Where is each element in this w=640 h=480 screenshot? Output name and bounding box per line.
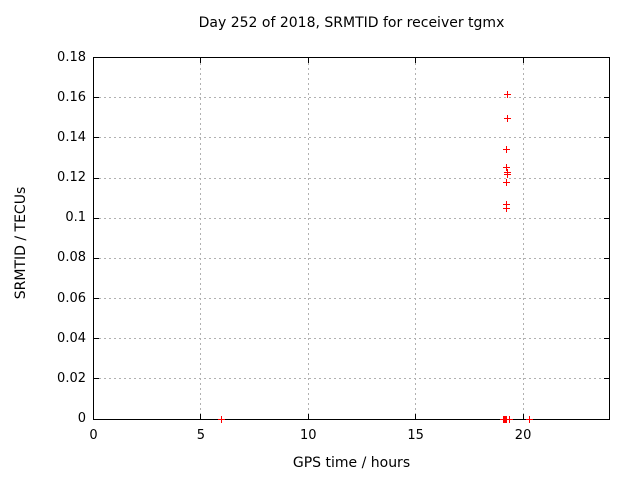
y-axis-tick [94,298,99,299]
y-tick-label: 0.12 [57,170,86,185]
gridline-horizontal [94,217,609,219]
data-point-marker [503,168,511,176]
data-point-marker [218,415,226,423]
y-axis-tick-mirror [603,418,609,420]
x-axis-tick-mirror [200,58,202,63]
data-point-marker [503,164,511,172]
x-axis-tick-mirror [415,58,417,63]
y-tick-label: 0.02 [57,370,86,386]
y-tick-label: 0.04 [57,330,86,346]
y-axis-tick [94,378,99,380]
plot-frame [93,57,610,420]
y-axis-tick [94,338,99,340]
gridline-vertical [200,58,202,419]
y-axis-tick [94,257,99,259]
gridline-horizontal [94,177,609,179]
gridline-horizontal [94,378,609,380]
y-axis-tick [94,137,99,139]
x-axis-tick [415,413,417,419]
y-axis-tick-mirror [603,177,609,179]
x-tick-label: 20 [514,428,532,443]
x-axis-tick [93,413,94,419]
y-axis-tick-mirror [603,338,609,340]
gridline-horizontal [94,338,609,340]
chart-title: Day 252 of 2018, SRMTID for receiver tgm… [198,15,505,31]
gridline-horizontal [94,97,609,99]
y-axis-tick [94,418,99,420]
y-axis-tick-mirror [603,298,609,299]
x-tick-label: 15 [407,428,424,443]
y-axis-tick-mirror [603,378,609,380]
data-point-marker [502,204,510,212]
x-tick-label: 0 [89,428,98,443]
y-axis-tick-mirror [603,97,609,99]
x-axis-tick-mirror [93,58,94,63]
gridline-vertical [415,58,417,419]
data-point-marker [503,178,511,186]
gridline-vertical [522,58,524,419]
y-axis-tick [94,57,99,58]
x-axis-tick-mirror [307,58,309,63]
x-tick-label: 10 [300,428,317,443]
y-tick-label: 0.08 [57,250,86,266]
x-axis-tick [307,413,309,419]
y-axis-tick-mirror [603,257,609,259]
y-tick-label: 0.18 [57,49,86,65]
y-axis-tick-mirror [603,217,609,219]
data-point-marker [526,415,534,423]
gridline-horizontal [94,257,609,259]
data-point-marker [503,146,511,154]
y-axis-label: SRMTID / TECUs [13,186,29,300]
gridline-vertical [307,58,309,419]
x-axis-tick-mirror [522,58,524,63]
y-axis-tick-mirror [603,137,609,139]
gridline-horizontal [94,137,609,139]
data-point-marker [504,115,512,123]
data-point-marker [504,91,512,99]
x-tick-label: 5 [196,428,206,443]
y-axis-tick [94,177,99,179]
y-tick-label: 0.14 [57,129,86,145]
y-tick-label: 0.16 [57,89,86,105]
y-axis-tick [94,97,99,99]
data-point-marker [502,200,510,208]
y-tick-label: 0 [77,411,86,426]
y-axis-tick-mirror [603,57,609,58]
x-axis-label: GPS time / hours [292,455,411,471]
x-axis-tick [522,413,524,419]
x-axis-tick [200,413,202,419]
gridline-horizontal [94,298,609,299]
y-tick-label: 0.1 [65,210,86,226]
y-axis-tick [94,217,99,219]
data-point-marker [506,415,514,423]
y-tick-label: 0.06 [57,290,86,306]
